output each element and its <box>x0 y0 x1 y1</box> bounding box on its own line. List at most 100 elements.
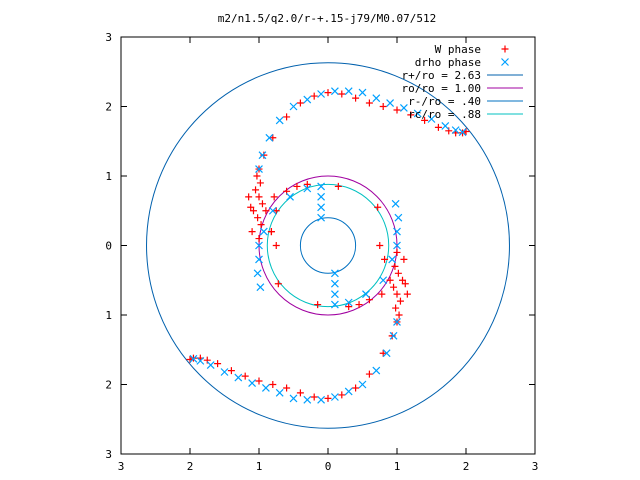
reference-circle <box>299 217 357 274</box>
w-phase-point <box>227 367 235 375</box>
drho-phase-point <box>399 103 408 112</box>
legend-label: W phase <box>435 43 481 56</box>
w-phase-point <box>269 381 277 388</box>
w-phase-point <box>310 393 318 401</box>
w-phase-point <box>395 311 403 319</box>
w-phase-point <box>324 394 332 402</box>
drho-phase-point <box>344 298 353 307</box>
legend-marker <box>501 58 509 66</box>
drho-phase-point <box>427 115 436 123</box>
drho-phase-point <box>330 279 339 288</box>
w-phase-point <box>257 221 265 229</box>
w-phase-point <box>293 182 301 190</box>
drho-phase-point <box>255 165 263 173</box>
drho-phase-point <box>344 87 353 96</box>
drho-phase-point <box>317 395 326 404</box>
x-tick-label: 2 <box>463 460 470 473</box>
drho-phase-point <box>451 126 460 135</box>
drho-phase-point <box>388 255 397 264</box>
w-phase-point <box>203 356 211 364</box>
w-phase-point <box>365 99 373 107</box>
w-phase-point <box>303 180 311 188</box>
w-phase-point <box>252 186 260 194</box>
w-phase-point <box>388 332 396 340</box>
w-phase-point <box>355 301 363 309</box>
w-phase-point <box>283 384 291 392</box>
w-phase-point <box>376 242 384 249</box>
w-phase-point <box>394 269 402 277</box>
y-tick-label: 3 <box>105 31 112 44</box>
drho-phase-point <box>234 373 243 382</box>
drho-phase-point <box>256 283 265 292</box>
drho-phase-point <box>248 379 257 388</box>
w-phase-point <box>393 290 401 298</box>
w-phase-point <box>262 207 270 215</box>
drho-phase-point <box>330 393 339 401</box>
drho-phase-point <box>394 213 403 222</box>
w-phase-point <box>338 391 346 399</box>
x-tick-label: 1 <box>256 460 263 473</box>
w-phase-point <box>391 262 399 270</box>
drho-phase-point <box>386 99 395 107</box>
w-phase-point <box>241 372 249 380</box>
w-phase-point <box>390 283 398 291</box>
w-phase-point <box>253 172 261 180</box>
drho-phase-point <box>382 349 391 358</box>
w-phase-point <box>269 134 277 142</box>
drho-phase-point <box>372 94 381 103</box>
drho-phase-point <box>413 109 422 118</box>
drho-phase-point <box>458 128 467 137</box>
y-tick-label: 1 <box>105 309 112 322</box>
w-phase-point <box>352 94 360 102</box>
w-phase-point <box>445 127 453 135</box>
drho-phase-point <box>268 206 277 215</box>
drho-phase-point <box>441 122 450 130</box>
w-phase-point <box>421 116 429 124</box>
data-points <box>186 87 470 404</box>
w-phase-point <box>310 92 318 100</box>
drho-phase-point <box>303 95 312 104</box>
w-phase-point <box>393 106 401 114</box>
drho-phase-point <box>196 356 205 365</box>
w-phase-point <box>393 248 401 256</box>
w-phase-point <box>260 151 268 159</box>
chart-title: m2/n1.5/q2.0/r-+.15-j79/M0.07/512 <box>218 12 437 25</box>
x-tick-label: 3 <box>118 460 125 473</box>
drho-phase-point <box>206 361 215 369</box>
y-tick-label: 0 <box>105 240 112 253</box>
w-phase-point <box>352 384 360 392</box>
drho-phase-point <box>317 182 326 191</box>
drho-phase-point <box>330 269 339 278</box>
w-phase-point <box>407 111 415 119</box>
drho-phase-point <box>303 395 312 404</box>
w-phase-point <box>258 200 266 208</box>
drho-phase-point <box>389 331 398 340</box>
w-phase-point <box>381 255 389 263</box>
drho-phase-point <box>275 388 284 397</box>
drho-phase-point <box>261 384 270 392</box>
legend-label: drho phase <box>415 56 481 69</box>
reference-circle <box>266 183 390 308</box>
reference-circle <box>146 62 510 429</box>
y-tick-label: 1 <box>105 170 112 183</box>
w-phase-point <box>214 360 222 368</box>
drho-phase-point <box>391 199 400 208</box>
w-phase-point <box>400 255 408 263</box>
w-phase-point <box>255 235 263 243</box>
drho-phase-point <box>330 300 339 309</box>
drho-phase-point <box>220 368 229 376</box>
drho-phase-point <box>379 276 388 285</box>
drho-phase-point <box>393 318 401 326</box>
drho-phase-point <box>255 241 263 250</box>
drho-phase-point <box>317 192 326 201</box>
legend-label: rc/ro = .88 <box>408 108 481 121</box>
y-tick-label: 3 <box>105 448 112 461</box>
w-phase-point <box>334 182 342 190</box>
w-phase-point <box>296 99 304 107</box>
w-phase-point <box>270 193 278 201</box>
w-phase-point <box>392 304 400 312</box>
w-phase-point <box>274 280 282 288</box>
x-tick-label: 1 <box>394 460 401 473</box>
